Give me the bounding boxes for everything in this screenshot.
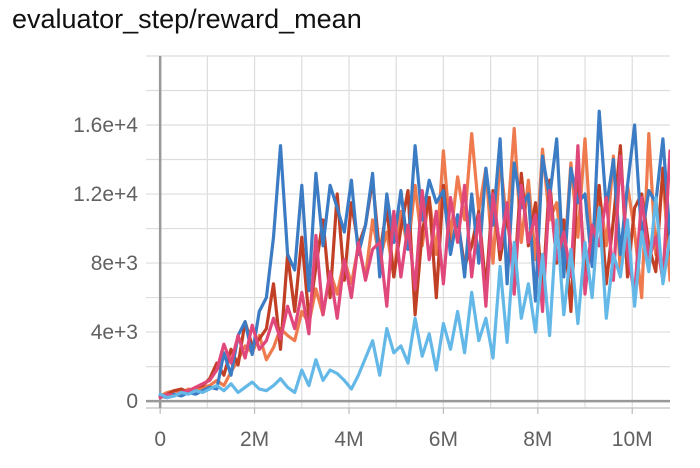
y-tick-label: 4e+3 [91, 321, 138, 344]
x-tick-label: 4M [334, 428, 363, 451]
chart-title: evaluator_step/reward_mean [12, 4, 362, 34]
x-tick-label: 2M [240, 428, 269, 451]
x-tick-label: 8M [523, 428, 552, 451]
y-tick-label: 0 [126, 390, 138, 413]
series-line-4 [158, 144, 670, 400]
x-tick-label: 0 [154, 428, 166, 451]
series-line-5 [158, 195, 670, 400]
y-tick-label: 1.2e+4 [73, 183, 138, 206]
series-line-3 [158, 109, 670, 400]
x-tick-label: 10M [612, 428, 653, 451]
y-tick-label: 8e+3 [91, 252, 138, 275]
y-tick-label: 1.6e+4 [73, 114, 138, 137]
x-tick-label: 6M [429, 428, 458, 451]
